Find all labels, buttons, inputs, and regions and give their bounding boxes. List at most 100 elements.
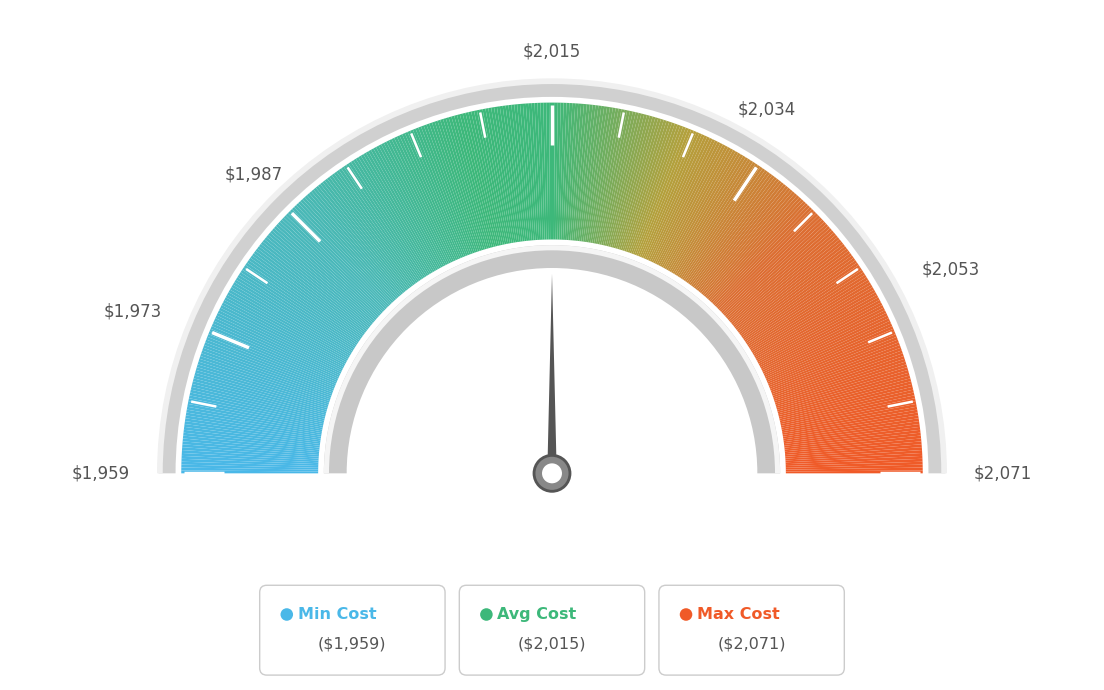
Wedge shape xyxy=(726,226,830,319)
Wedge shape xyxy=(784,424,920,444)
Wedge shape xyxy=(702,190,793,295)
Wedge shape xyxy=(781,395,915,426)
Wedge shape xyxy=(667,150,735,270)
Wedge shape xyxy=(766,326,893,382)
Wedge shape xyxy=(349,162,425,278)
Wedge shape xyxy=(672,156,745,274)
Wedge shape xyxy=(675,157,749,275)
Wedge shape xyxy=(603,112,636,246)
Wedge shape xyxy=(210,328,337,384)
Wedge shape xyxy=(785,444,922,457)
Wedge shape xyxy=(400,135,457,260)
Wedge shape xyxy=(779,390,914,422)
FancyBboxPatch shape xyxy=(259,585,445,675)
Wedge shape xyxy=(181,462,318,468)
Wedge shape xyxy=(215,315,340,375)
Wedge shape xyxy=(206,337,335,389)
Wedge shape xyxy=(742,258,856,339)
Text: $2,053: $2,053 xyxy=(922,260,979,278)
Wedge shape xyxy=(776,367,907,408)
Wedge shape xyxy=(563,103,572,240)
Wedge shape xyxy=(586,107,611,242)
Wedge shape xyxy=(785,447,922,459)
Wedge shape xyxy=(777,375,911,413)
Wedge shape xyxy=(772,345,901,394)
Wedge shape xyxy=(640,130,694,257)
Wedge shape xyxy=(722,219,825,315)
Wedge shape xyxy=(762,310,887,372)
Wedge shape xyxy=(413,128,466,257)
Wedge shape xyxy=(741,255,853,337)
Wedge shape xyxy=(193,375,327,413)
Wedge shape xyxy=(605,112,638,246)
Wedge shape xyxy=(225,295,347,362)
Wedge shape xyxy=(268,233,374,323)
Wedge shape xyxy=(274,226,378,319)
Wedge shape xyxy=(493,107,518,242)
Wedge shape xyxy=(711,201,806,303)
Wedge shape xyxy=(660,144,725,266)
Wedge shape xyxy=(735,244,845,330)
Wedge shape xyxy=(767,328,894,384)
Wedge shape xyxy=(768,334,896,387)
Wedge shape xyxy=(561,103,570,239)
Text: $2,034: $2,034 xyxy=(737,101,796,119)
Wedge shape xyxy=(712,203,808,304)
Wedge shape xyxy=(783,415,919,439)
Wedge shape xyxy=(651,138,712,262)
Wedge shape xyxy=(774,356,904,401)
Wedge shape xyxy=(786,456,923,464)
Polygon shape xyxy=(546,274,558,491)
Wedge shape xyxy=(191,387,325,420)
Wedge shape xyxy=(719,213,818,310)
Wedge shape xyxy=(221,305,343,369)
Wedge shape xyxy=(182,444,319,457)
Wedge shape xyxy=(288,211,386,309)
Wedge shape xyxy=(509,105,527,241)
Wedge shape xyxy=(335,172,416,284)
Wedge shape xyxy=(363,152,435,272)
Wedge shape xyxy=(740,253,852,336)
Wedge shape xyxy=(731,235,838,324)
Wedge shape xyxy=(764,318,890,377)
Wedge shape xyxy=(597,110,627,244)
Wedge shape xyxy=(786,468,923,471)
Wedge shape xyxy=(466,112,499,246)
Wedge shape xyxy=(298,201,393,303)
Wedge shape xyxy=(739,250,850,335)
Wedge shape xyxy=(184,424,320,444)
Wedge shape xyxy=(782,404,916,431)
Wedge shape xyxy=(429,123,476,253)
Circle shape xyxy=(535,457,569,490)
Wedge shape xyxy=(782,406,917,433)
Wedge shape xyxy=(209,331,336,386)
Wedge shape xyxy=(766,324,892,380)
Wedge shape xyxy=(486,108,512,244)
Text: ($1,959): ($1,959) xyxy=(318,637,386,652)
Wedge shape xyxy=(272,228,376,320)
Wedge shape xyxy=(213,321,339,379)
Wedge shape xyxy=(454,115,492,248)
Wedge shape xyxy=(205,339,333,391)
Wedge shape xyxy=(606,113,641,246)
Wedge shape xyxy=(633,126,683,255)
Wedge shape xyxy=(752,279,870,353)
Wedge shape xyxy=(468,112,501,246)
Wedge shape xyxy=(718,211,816,309)
Wedge shape xyxy=(224,297,347,364)
Circle shape xyxy=(680,608,692,621)
Wedge shape xyxy=(290,209,388,308)
Wedge shape xyxy=(687,170,767,283)
Circle shape xyxy=(542,464,562,483)
Wedge shape xyxy=(327,177,412,288)
Wedge shape xyxy=(750,275,867,350)
Wedge shape xyxy=(683,167,763,281)
Wedge shape xyxy=(657,141,720,265)
Wedge shape xyxy=(187,406,322,433)
Wedge shape xyxy=(755,290,875,359)
Wedge shape xyxy=(576,104,593,241)
Wedge shape xyxy=(443,118,485,250)
Wedge shape xyxy=(638,128,691,257)
Wedge shape xyxy=(628,123,675,253)
Wedge shape xyxy=(694,179,779,288)
